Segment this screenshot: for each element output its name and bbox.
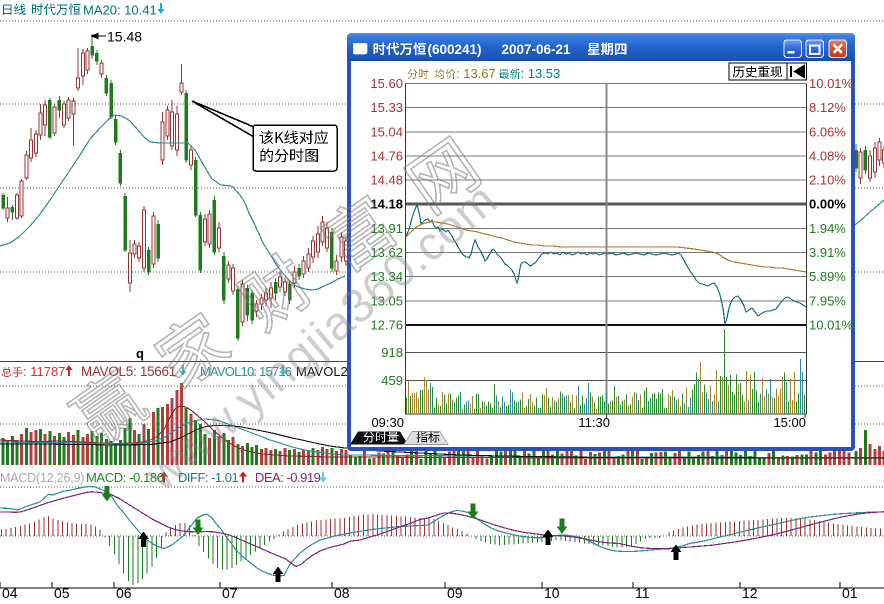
svg-text:2.10%: 2.10% bbox=[809, 173, 846, 188]
svg-text:MACD: -0.186: MACD: -0.186 bbox=[86, 470, 164, 485]
svg-text:04: 04 bbox=[2, 585, 18, 599]
svg-text:4.08%: 4.08% bbox=[809, 148, 846, 163]
svg-text:08: 08 bbox=[334, 585, 350, 599]
svg-text:11:30: 11:30 bbox=[578, 415, 610, 430]
svg-text:3.91%: 3.91% bbox=[809, 245, 846, 260]
svg-text:: 13.53: : 13.53 bbox=[521, 66, 561, 81]
svg-text:12: 12 bbox=[742, 585, 758, 599]
svg-text:15.33: 15.33 bbox=[370, 100, 403, 115]
svg-text:: 11787: : 11787 bbox=[23, 364, 65, 379]
svg-text:14.18: 14.18 bbox=[370, 197, 403, 212]
svg-text:13.34: 13.34 bbox=[370, 269, 403, 284]
svg-text:5.89%: 5.89% bbox=[809, 269, 846, 284]
svg-text:DIFF: -1.01: DIFF: -1.01 bbox=[178, 470, 239, 485]
svg-text:15.04: 15.04 bbox=[370, 124, 403, 139]
svg-text:0.00%: 0.00% bbox=[809, 197, 846, 212]
svg-text:2007-06-21: 2007-06-21 bbox=[502, 42, 572, 57]
svg-text:q: q bbox=[136, 346, 144, 361]
svg-text:15.60: 15.60 bbox=[370, 76, 403, 91]
svg-text:05: 05 bbox=[54, 585, 70, 599]
svg-text:MACD(12,26,9): MACD(12,26,9) bbox=[0, 471, 84, 485]
svg-text:: 13.67: : 13.67 bbox=[456, 66, 496, 81]
svg-text:14.48: 14.48 bbox=[370, 173, 403, 188]
svg-text:MAVOL5: 15661: MAVOL5: 15661 bbox=[81, 364, 176, 379]
svg-text:459: 459 bbox=[381, 373, 403, 388]
svg-text:14.76: 14.76 bbox=[370, 148, 403, 163]
svg-text:8.12%: 8.12% bbox=[809, 100, 846, 115]
svg-text:06: 06 bbox=[116, 585, 132, 599]
svg-text:09:30: 09:30 bbox=[371, 415, 404, 430]
svg-text:6.06%: 6.06% bbox=[809, 124, 846, 139]
svg-text:10: 10 bbox=[544, 585, 560, 599]
svg-text:DEA: -0.919: DEA: -0.919 bbox=[255, 470, 321, 485]
svg-text:7.95%: 7.95% bbox=[809, 293, 846, 308]
svg-text:13.05: 13.05 bbox=[370, 293, 403, 308]
svg-text:09: 09 bbox=[447, 585, 463, 599]
svg-text:(600241): (600241) bbox=[428, 42, 482, 57]
svg-text:12.76: 12.76 bbox=[370, 317, 403, 332]
svg-text:11: 11 bbox=[635, 585, 650, 599]
svg-text:1.94%: 1.94% bbox=[809, 221, 846, 236]
svg-text:918: 918 bbox=[381, 345, 403, 360]
svg-text:15:00: 15:00 bbox=[773, 415, 806, 430]
svg-text:07: 07 bbox=[222, 585, 238, 599]
svg-text:01: 01 bbox=[842, 585, 858, 599]
svg-text:10.01%: 10.01% bbox=[809, 317, 854, 332]
svg-text:MAVOL10: 15716: MAVOL10: 15716 bbox=[200, 364, 292, 379]
svg-text:15.48: 15.48 bbox=[107, 29, 142, 45]
svg-text:MA20: 10.41: MA20: 10.41 bbox=[83, 3, 157, 18]
svg-text:10.01%: 10.01% bbox=[809, 76, 854, 91]
